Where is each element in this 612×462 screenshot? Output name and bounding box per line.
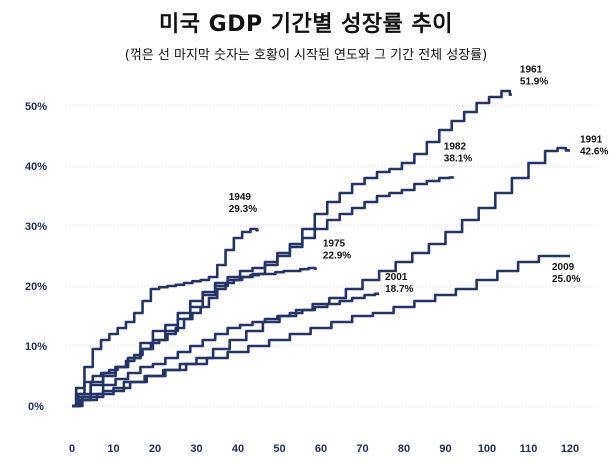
series-line-2009: [72, 254, 570, 408]
x-tick-label: 0: [69, 443, 75, 455]
gridlines: [66, 105, 596, 407]
series-label-year: 2009: [552, 262, 575, 273]
x-tick-label: 110: [520, 443, 538, 455]
series-label-growth: 42.6%: [580, 146, 608, 157]
x-tick-label: 80: [398, 443, 410, 455]
x-tick-label: 20: [149, 443, 161, 455]
series-line-1949: [72, 227, 259, 408]
y-tick-label: 40%: [25, 161, 47, 173]
chart-subtitle: (꺾은 선 마지막 숫자는 호황이 시작된 연도와 그 기간 전체 성장률): [124, 48, 488, 63]
y-tick-label: 10%: [25, 341, 47, 353]
series-label-year: 1961: [520, 65, 543, 76]
x-axis-ticks: 0 10 20 30 40 50 60 70 80 90 100 110 120: [69, 443, 579, 455]
series-label-year: 2001: [385, 272, 408, 283]
x-tick-label: 10: [107, 443, 119, 455]
series-label-growth: 25.0%: [552, 274, 580, 285]
series-lines: [72, 89, 570, 408]
series-label-growth: 18.7%: [385, 284, 413, 295]
x-tick-label: 100: [478, 443, 496, 455]
y-tick-label: 50%: [25, 101, 47, 113]
series-label-growth: 29.3%: [229, 204, 257, 215]
x-tick-label: 60: [315, 443, 327, 455]
series-label-growth: 51.9%: [520, 77, 548, 88]
y-tick-label: 0%: [28, 401, 44, 413]
x-tick-label: 70: [356, 443, 368, 455]
series-label-year: 1982: [444, 141, 467, 152]
chart-title: 미국 GDP 기간별 성장률 추이: [159, 12, 453, 37]
series-line-2001: [72, 292, 380, 408]
y-axis-ticks: 0% 10% 20% 30% 40% 50%: [25, 101, 47, 413]
series-label-year: 1975: [323, 239, 346, 250]
x-tick-label: 50: [273, 443, 285, 455]
series-label-growth: 38.1%: [444, 153, 472, 164]
x-tick-label: 30: [190, 443, 202, 455]
series-label-growth: 22.9%: [323, 251, 351, 262]
series-line-1982: [72, 176, 454, 408]
x-tick-label: 40: [232, 443, 244, 455]
series-line-1975: [72, 266, 317, 408]
y-tick-label: 20%: [25, 281, 47, 293]
y-tick-label: 30%: [25, 221, 47, 233]
x-tick-label: 120: [561, 443, 579, 455]
x-tick-label: 90: [439, 443, 451, 455]
series-label-year: 1991: [580, 134, 603, 145]
series-line-1961: [72, 89, 512, 408]
series-label-year: 1949: [229, 192, 252, 203]
